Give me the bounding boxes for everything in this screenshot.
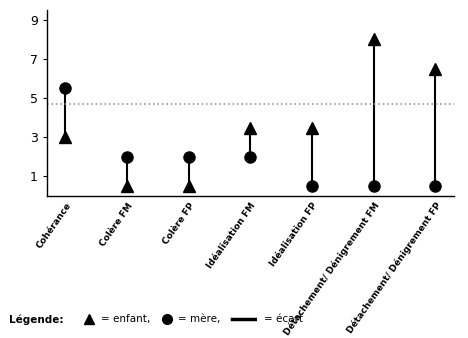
Text: = écart: = écart bbox=[264, 314, 303, 324]
Text: = enfant,: = enfant, bbox=[101, 314, 150, 324]
Text: = mère,: = mère, bbox=[178, 314, 220, 324]
Text: Légende:: Légende: bbox=[9, 314, 64, 325]
